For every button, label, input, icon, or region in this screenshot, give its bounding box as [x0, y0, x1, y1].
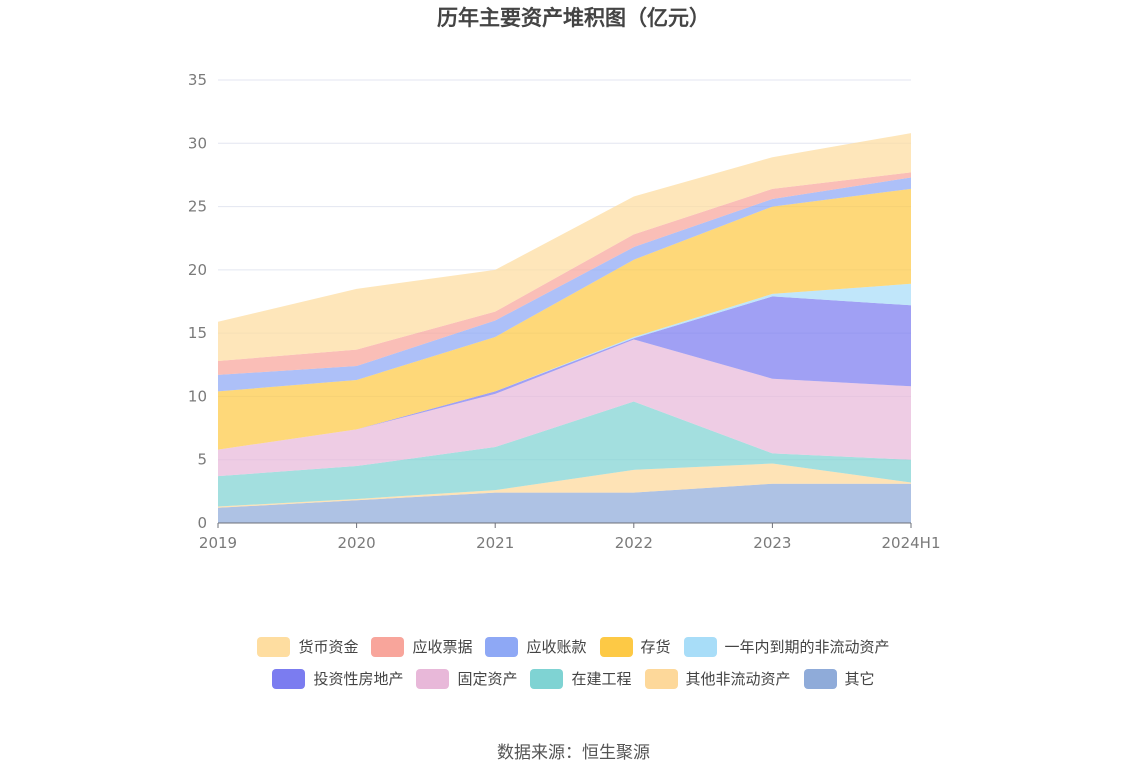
y-tick-label: 5 — [197, 451, 207, 469]
area-series — [218, 283, 911, 450]
legend-swatch — [485, 636, 519, 657]
y-tick-label: 20 — [188, 261, 207, 279]
chart-legend: 货币资金 应收票据 应收账款 存货 一年内到期的非流动资产投资性房地产 固定资产 在建工程 其… — [0, 636, 1147, 700]
legend-swatch — [257, 636, 291, 657]
legend-swatch — [644, 668, 678, 689]
legend-label: 应收票据 — [412, 638, 473, 656]
legend-label: 固定资产 — [457, 670, 518, 688]
area-series — [218, 463, 911, 508]
area-series — [218, 172, 911, 375]
legend-item[interactable]: 一年内到期的非流动资产 — [683, 636, 890, 657]
x-tick-label: 2021 — [476, 534, 514, 552]
legend-swatch — [803, 668, 837, 689]
area-series — [218, 483, 911, 523]
legend-row: 货币资金 应收票据 应收账款 存货 一年内到期的非流动资产 — [0, 636, 1147, 657]
stacked-area-chart: 0 5 10 15 20 25 30 35 2019 2020 2021 2022 2023 2024H1 — [188, 71, 941, 552]
area-series — [218, 296, 911, 450]
legend-item[interactable]: 固定资产 — [416, 668, 517, 689]
legend-swatch — [683, 636, 717, 657]
legend-swatch — [371, 636, 405, 657]
legend-item[interactable]: 应收账款 — [485, 636, 587, 657]
legend-swatch — [599, 636, 633, 657]
x-tick-label: 2023 — [753, 534, 791, 552]
legend-label: 其它 — [844, 670, 875, 688]
legend-item[interactable]: 在建工程 — [530, 668, 632, 689]
legend-row: 投资性房地产 固定资产 在建工程 其他非流动资产 其它 — [0, 668, 1147, 689]
legend-item[interactable]: 应收票据 — [371, 636, 472, 657]
legend-item[interactable]: 存货 — [599, 636, 671, 657]
legend-label: 其他非流动资产 — [685, 670, 791, 688]
y-tick-label: 35 — [188, 71, 207, 89]
x-tick-label: 2022 — [615, 534, 653, 552]
y-tick-label: 10 — [188, 387, 207, 405]
legend-label: 存货 — [640, 638, 671, 656]
legend-label: 一年内到期的非流动资产 — [724, 638, 890, 656]
legend-label: 投资性房地产 — [313, 670, 404, 688]
legend-swatch — [416, 668, 450, 689]
y-tick-label: 15 — [188, 324, 207, 342]
x-tick-label: 2024H1 — [882, 534, 941, 552]
legend-label: 货币资金 — [298, 638, 359, 656]
area-series — [218, 133, 911, 361]
legend-item[interactable]: 投资性房地产 — [272, 668, 403, 689]
legend-swatch — [272, 668, 306, 689]
area-series — [218, 401, 911, 507]
x-tick-label: 2019 — [199, 534, 237, 552]
y-tick-label: 0 — [197, 514, 207, 532]
legend-item[interactable]: 其他非流动资产 — [644, 668, 791, 689]
legend-item[interactable]: 其它 — [803, 668, 875, 689]
area-series — [218, 339, 911, 477]
y-tick-label: 25 — [188, 198, 207, 216]
legend-label: 在建工程 — [571, 670, 632, 688]
legend-label: 应收账款 — [526, 638, 587, 656]
chart-title: 历年主要资产堆积图（亿元） — [437, 6, 710, 30]
legend-item[interactable]: 货币资金 — [257, 636, 358, 657]
area-series — [218, 188, 911, 450]
area-series — [218, 177, 911, 392]
x-tick-label: 2020 — [338, 534, 376, 552]
y-tick-label: 30 — [188, 134, 207, 152]
data-source: 数据来源：恒生聚源 — [497, 743, 650, 763]
legend-swatch — [530, 668, 564, 689]
